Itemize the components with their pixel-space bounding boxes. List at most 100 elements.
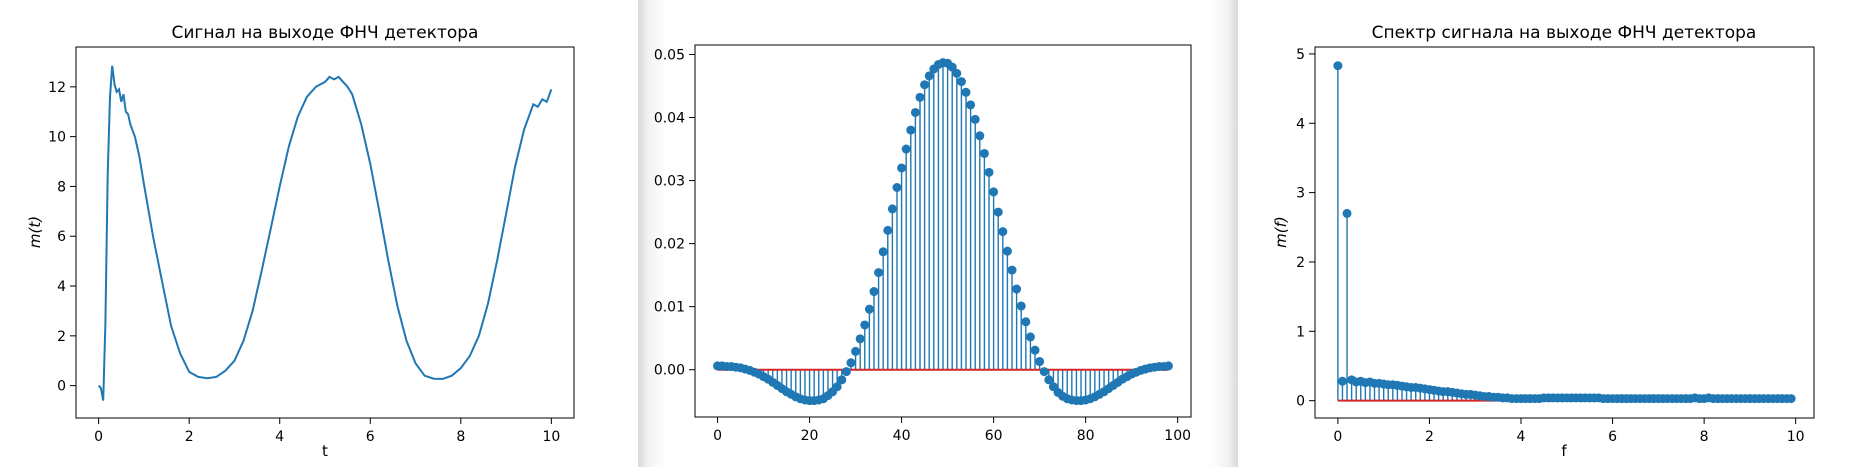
y-tick-label: 4 [1296, 116, 1305, 132]
stem-marker [851, 346, 861, 356]
x-tick-label: 20 [801, 428, 819, 444]
stem-marker [846, 358, 856, 368]
y-tick-label: 0.04 [654, 111, 685, 127]
impulse-response-panel: 0 20 40 60 80 100 0.00 0.01 0.02 0.03 0.04 0.05 [638, 0, 1238, 467]
stem-marker [892, 182, 902, 192]
x-tick-label: 6 [1608, 429, 1617, 445]
x-tick-label: 8 [1700, 429, 1709, 445]
x-tick-label: 40 [893, 428, 911, 444]
stem-marker [855, 334, 865, 344]
stem-marker [901, 144, 911, 154]
stem-marker [947, 62, 957, 72]
signal-line [97, 65, 553, 401]
stem-marker [956, 77, 966, 87]
stem-marker [989, 187, 999, 197]
y-tick-label: 12 [48, 80, 66, 96]
y-axis-label: m(f) [1272, 216, 1290, 248]
y-tick-label: 5 [1296, 47, 1305, 63]
y-tick-label: 1 [1296, 324, 1305, 340]
y-tick-label: 3 [1296, 186, 1305, 202]
stem-marker [924, 71, 934, 81]
y-tick-label: 2 [57, 329, 66, 345]
chart-title: Спектр сигнала на выходе ФНЧ детектора [1372, 23, 1757, 43]
stem-marker [970, 114, 980, 124]
stem-marker [975, 131, 985, 141]
x-tick-label: 4 [275, 429, 284, 445]
x-tick-label: 4 [1517, 429, 1526, 445]
stem-marker [860, 320, 870, 330]
y-tick-label: 6 [57, 229, 66, 245]
x-tick-label: 6 [366, 429, 375, 445]
stem-marker [1337, 376, 1347, 386]
stem-marker [1012, 284, 1022, 294]
time-signal-chart: Сигнал на выходе ФНЧ детектора 0 2 4 6 8 10 0… [26, 23, 575, 460]
x-tick-label: 100 [1164, 428, 1191, 444]
stem-marker [897, 163, 907, 173]
stem-marker [1333, 61, 1343, 71]
stem-marker [979, 148, 989, 158]
stem-marker [1044, 375, 1054, 385]
y-axis-label: m(t) [26, 216, 44, 248]
stem-marker [887, 204, 897, 214]
stem-marker [952, 68, 962, 78]
stem-marker [1039, 367, 1049, 377]
x-tick-label: 0 [1333, 429, 1342, 445]
stem-marker [1016, 301, 1026, 311]
y-tick-label: 0.02 [654, 237, 685, 253]
spectrum-panel: Спектр сигнала на выходе ФНЧ детектора 0… [1238, 0, 1852, 467]
x-tick-label: 2 [185, 429, 194, 445]
stem-marker [915, 92, 925, 102]
y-tick-label: 0.01 [654, 300, 685, 316]
y-tick-label: 0 [1296, 394, 1305, 410]
stem-marker [837, 375, 847, 385]
stem-marker [993, 207, 1003, 217]
x-tick-label: 0 [94, 429, 103, 445]
y-tick-label: 4 [57, 279, 66, 295]
impulse-response-chart: 0 20 40 60 80 100 0.00 0.01 0.02 0.03 0.04 0.05 [654, 44, 1192, 444]
plot-frame [694, 44, 1192, 418]
stem-marker [1342, 208, 1352, 218]
time-signal-panel: Сигнал на выходе ФНЧ детектора 0 2 4 6 8 10 0… [0, 0, 638, 467]
stem-marker [841, 367, 851, 377]
stem-marker [998, 227, 1008, 237]
chart-title: Сигнал на выходе ФНЧ детектора [172, 23, 479, 43]
stem-marker [883, 225, 893, 235]
spectrum-chart: Спектр сигнала на выходе ФНЧ детектора 0… [1272, 23, 1815, 460]
stem-marker [920, 80, 930, 90]
stem-marker [984, 167, 994, 177]
x-axis-label: f [1561, 442, 1567, 460]
x-tick-label: 0 [713, 428, 722, 444]
stem-marker [1021, 317, 1031, 327]
stem-marker [910, 107, 920, 117]
stem-marker [961, 87, 971, 97]
x-axis-label: t [322, 442, 328, 460]
x-tick-label: 8 [456, 429, 465, 445]
x-tick-label: 80 [1077, 428, 1095, 444]
x-tick-label: 60 [985, 428, 1003, 444]
y-tick-label: 0 [57, 379, 66, 395]
stem-marker [1786, 394, 1796, 404]
x-tick-label: 10 [1787, 429, 1805, 445]
stem-marker [1002, 246, 1012, 256]
y-tick-label: 8 [57, 179, 66, 195]
stem-marker [1163, 361, 1173, 371]
x-tick-label: 2 [1425, 429, 1434, 445]
y-tick-label: 0.00 [654, 363, 685, 379]
stem-marker [869, 287, 879, 297]
stem-marker [1025, 332, 1035, 342]
stem-marker [874, 268, 884, 278]
stem-marker [966, 100, 976, 110]
stem-marker [878, 247, 888, 257]
plot-frame [1314, 46, 1815, 419]
y-tick-label: 0.03 [654, 174, 685, 190]
x-tick-label: 10 [542, 429, 560, 445]
stem-marker [1030, 345, 1040, 355]
stem-marker [1007, 265, 1017, 275]
y-tick-label: 10 [48, 130, 66, 146]
stem-marker [864, 304, 874, 314]
plot-frame [75, 46, 575, 419]
y-tick-label: 0.05 [654, 47, 685, 63]
stem-marker [1035, 357, 1045, 367]
y-tick-label: 2 [1296, 255, 1305, 271]
stem-marker [906, 125, 916, 135]
